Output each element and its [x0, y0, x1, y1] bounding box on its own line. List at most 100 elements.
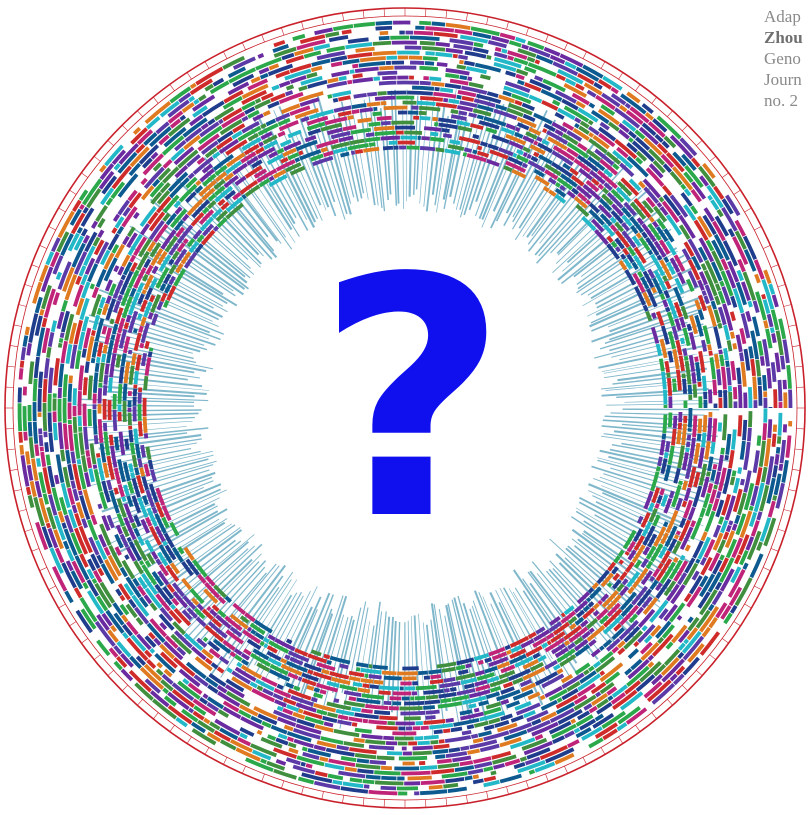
gene-segment: [93, 570, 103, 584]
gene-segment: [201, 223, 214, 237]
gene-segment: [204, 657, 213, 665]
gene-segment: [353, 92, 367, 99]
gene-segment: [320, 147, 329, 153]
gene-segment: [297, 676, 303, 682]
gene-segment: [364, 136, 381, 143]
gene-segment: [380, 765, 392, 771]
gene-segment: [438, 117, 457, 124]
gene-segment: [143, 132, 158, 146]
gene-segment: [573, 196, 588, 209]
gene-segment: [153, 637, 162, 646]
gene-segment: [552, 61, 579, 77]
gene-segment: [192, 710, 205, 721]
gene-segment: [626, 571, 641, 588]
gene-segment: [716, 369, 722, 386]
gene-segment: [276, 147, 285, 155]
gene-segment: [720, 258, 729, 271]
ring-tick: [788, 489, 797, 492]
gene-segment: [743, 482, 755, 511]
gene-segment: [774, 352, 781, 373]
gene-segment: [659, 259, 673, 281]
gene-segment: [157, 570, 170, 586]
gene-segment: [589, 170, 606, 185]
gene-segment: [546, 640, 552, 646]
gene-segment: [623, 201, 637, 217]
gene-segment: [101, 612, 113, 627]
gene-segment: [112, 332, 121, 354]
gene-segment: [723, 324, 731, 341]
gene-segment: [570, 718, 577, 724]
gene-segment: [137, 458, 143, 468]
gene-segment: [460, 34, 489, 44]
gene-segment: [212, 77, 225, 87]
gene-segment: [176, 242, 186, 253]
gene-segment: [82, 489, 94, 516]
gene-segment: [542, 78, 566, 93]
gene-segment: [118, 431, 126, 456]
gene-segment: [169, 208, 188, 229]
gene-segment: [60, 340, 68, 364]
gene-segment: [533, 629, 551, 642]
gene-segment: [662, 275, 668, 282]
gene-segment: [554, 188, 567, 198]
gene-segment: [103, 375, 109, 385]
gene-segment: [274, 638, 296, 652]
gene-segment: [438, 739, 445, 744]
gene-segment: [121, 254, 131, 268]
gene-segment: [126, 232, 138, 249]
gene-segment: [602, 75, 623, 91]
gene-segment: [143, 663, 163, 682]
gene-segment: [183, 546, 195, 561]
gene-segment: [298, 85, 308, 92]
gene-segment: [355, 662, 369, 668]
gene-segment: [502, 90, 512, 97]
gene-segment: [645, 196, 656, 208]
ring-tick: [777, 284, 786, 288]
gene-segment: [96, 457, 105, 481]
gene-segment: [605, 151, 622, 165]
gene-segment: [155, 121, 170, 135]
gene-segment: [267, 634, 276, 642]
gene-segment: [560, 674, 574, 684]
gene-segment: [98, 382, 103, 388]
gene-segment: [183, 251, 198, 269]
gene-segment: [155, 501, 165, 518]
gene-segment: [727, 228, 736, 238]
gene-segment: [282, 147, 297, 158]
gene-segment: [407, 90, 433, 96]
gene-segment: [728, 449, 735, 469]
gene-segment: [34, 480, 43, 498]
gene-segment: [247, 78, 269, 91]
gene-segment: [500, 686, 515, 695]
gene-segment: [640, 558, 649, 569]
gene-segment: [159, 643, 176, 660]
gene-segment: [171, 250, 180, 261]
gene-segment: [64, 590, 74, 604]
gene-segment: [298, 150, 304, 156]
gene-segment: [95, 356, 101, 363]
gene-segment: [232, 56, 256, 70]
gene-segment: [645, 310, 653, 322]
gene-segment: [699, 631, 721, 656]
gene-segment: [59, 332, 65, 339]
spoke-line: [228, 586, 280, 659]
gene-segment: [182, 595, 197, 610]
gene-segment: [612, 149, 634, 170]
gene-segment: [214, 164, 228, 176]
gene-segment: [659, 293, 666, 301]
gene-segment: [632, 567, 649, 589]
gene-segment: [693, 471, 701, 488]
gene-segment: [378, 80, 397, 86]
gene-segment: [357, 117, 372, 124]
gene-segment: [697, 591, 711, 609]
gene-segment: [559, 53, 584, 68]
gene-segment: [665, 510, 679, 534]
gene-segment: [195, 66, 224, 86]
gene-segment: [610, 86, 619, 95]
gene-segment: [225, 152, 246, 168]
gene-segment: [544, 169, 559, 180]
gene-segment: [222, 700, 240, 713]
gene-segment: [106, 514, 115, 529]
gene-segment: [57, 398, 62, 422]
gene-segment: [534, 59, 541, 65]
